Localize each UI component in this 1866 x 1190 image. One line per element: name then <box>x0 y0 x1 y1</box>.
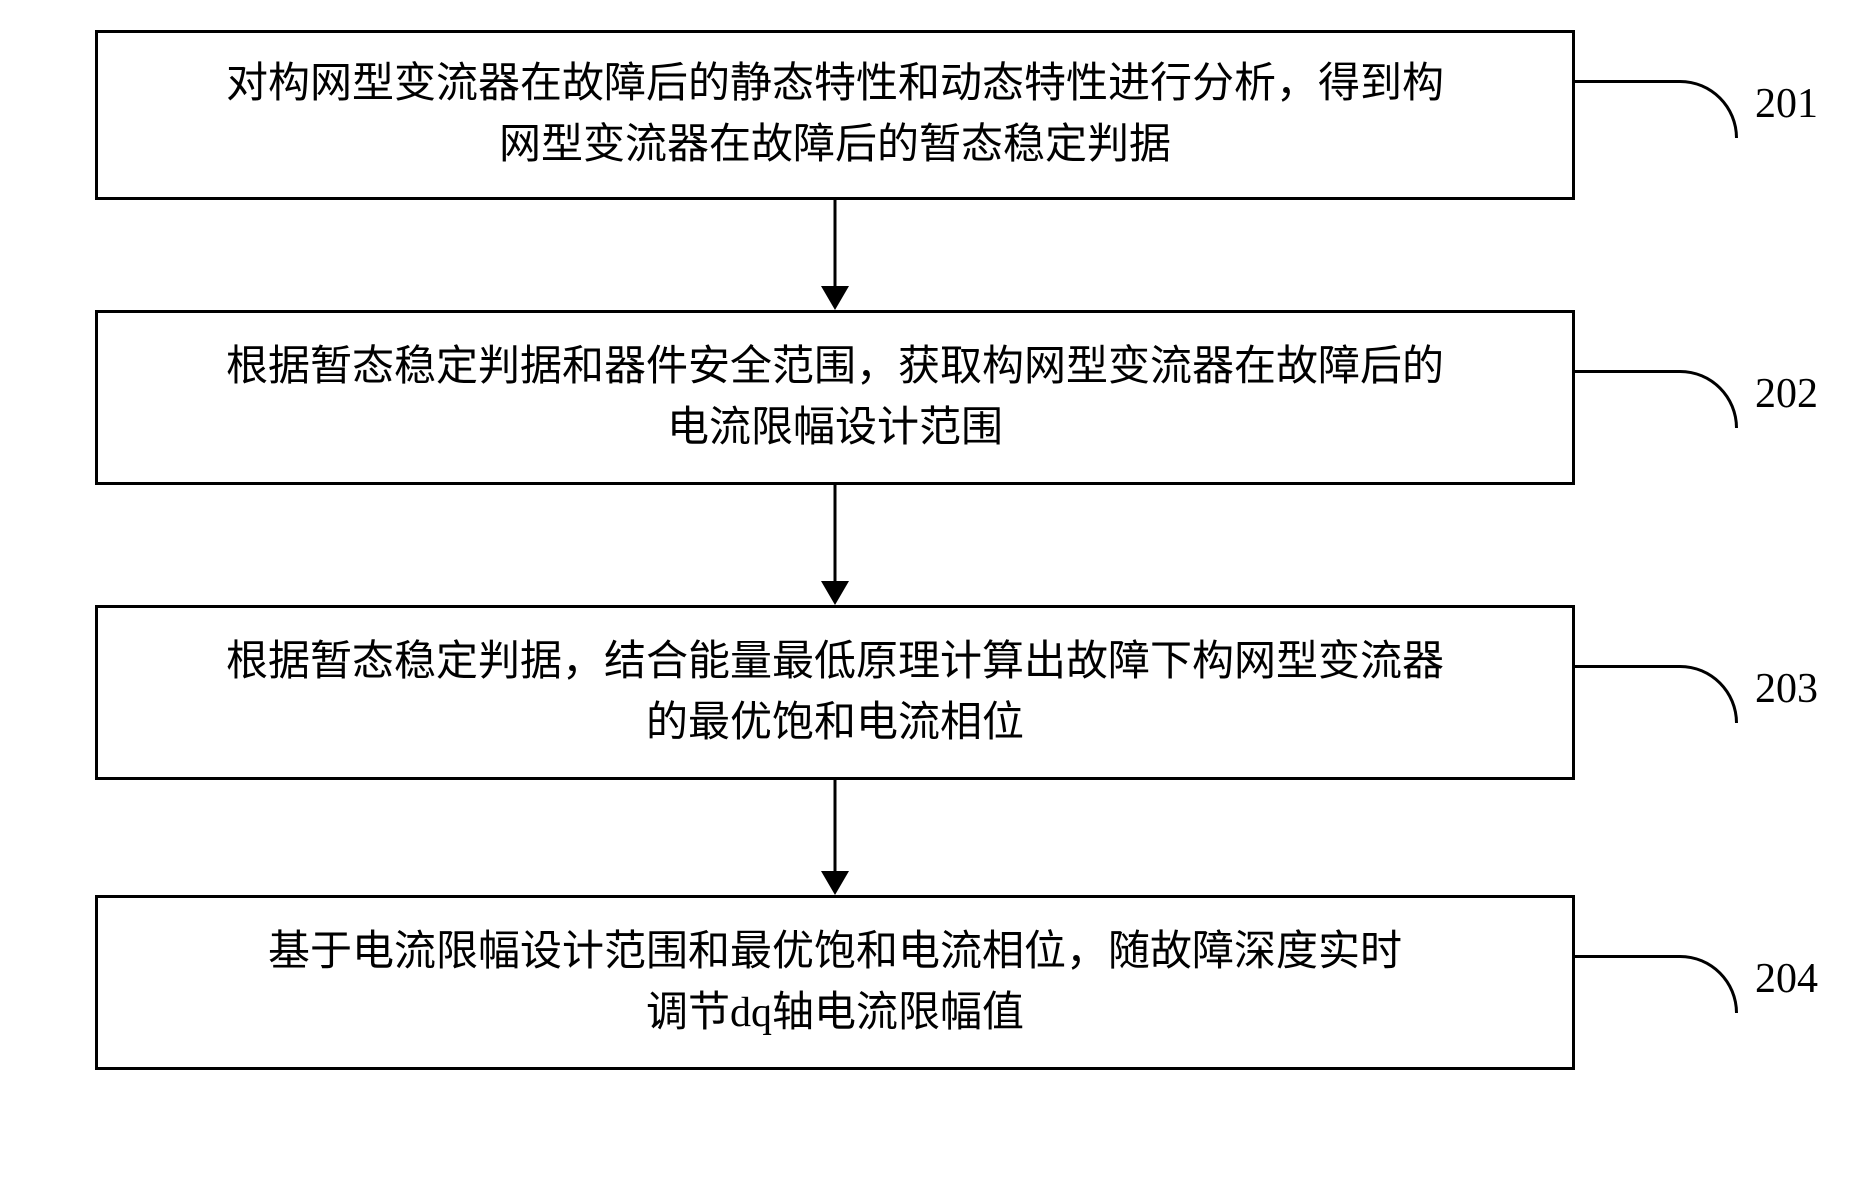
step-text-202: 根据暂态稳定判据和器件安全范围，获取构网型变流器在故障后的 电流限幅设计范围 <box>226 337 1444 459</box>
arrow-head-2 <box>821 581 849 605</box>
step-label-202: 202 <box>1755 370 1818 418</box>
step-box-204: 基于电流限幅设计范围和最优饱和电流相位，随故障深度实时 调节dq轴电流限幅值 <box>95 895 1575 1070</box>
step-text-203: 根据暂态稳定判据，结合能量最低原理计算出故障下构网型变流器 的最优饱和电流相位 <box>226 632 1444 754</box>
arrow-line-1 <box>834 200 837 286</box>
arrow-line-3 <box>834 780 837 871</box>
arrow-head-3 <box>821 871 849 895</box>
step-label-204: 204 <box>1755 955 1818 1003</box>
connector-204 <box>1575 955 1738 1013</box>
connector-203 <box>1575 665 1738 723</box>
step-label-203: 203 <box>1755 665 1818 713</box>
step-box-203: 根据暂态稳定判据，结合能量最低原理计算出故障下构网型变流器 的最优饱和电流相位 <box>95 605 1575 780</box>
step-label-201: 201 <box>1755 80 1818 128</box>
arrow-line-2 <box>834 485 837 581</box>
connector-201 <box>1575 80 1738 138</box>
flowchart-canvas: 对构网型变流器在故障后的静态特性和动态特性进行分析，得到构 网型变流器在故障后的… <box>0 0 1866 1190</box>
step-box-201: 对构网型变流器在故障后的静态特性和动态特性进行分析，得到构 网型变流器在故障后的… <box>95 30 1575 200</box>
step-text-201: 对构网型变流器在故障后的静态特性和动态特性进行分析，得到构 网型变流器在故障后的… <box>226 54 1444 176</box>
connector-202 <box>1575 370 1738 428</box>
step-text-204: 基于电流限幅设计范围和最优饱和电流相位，随故障深度实时 调节dq轴电流限幅值 <box>268 922 1402 1044</box>
arrow-head-1 <box>821 286 849 310</box>
step-box-202: 根据暂态稳定判据和器件安全范围，获取构网型变流器在故障后的 电流限幅设计范围 <box>95 310 1575 485</box>
